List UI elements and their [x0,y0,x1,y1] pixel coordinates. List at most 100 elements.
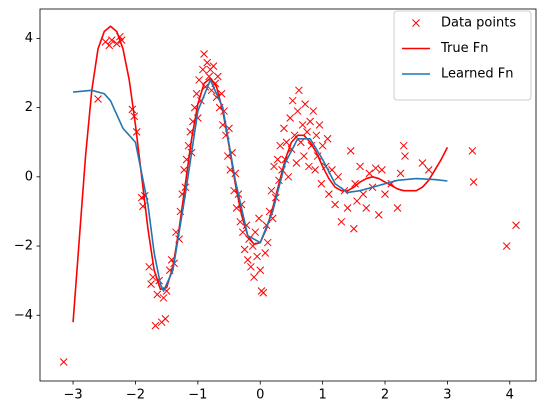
x-tick-label: 0 [256,388,264,403]
data-point [209,62,218,70]
data-point [288,96,297,105]
data-point [401,152,409,160]
data-point [250,273,258,282]
data-point [298,121,307,129]
data-point [107,36,116,44]
data-point [512,221,520,230]
data-point [331,200,339,209]
data-point [349,224,358,233]
series-layer [59,25,520,366]
data-point [145,262,154,271]
data-point [203,58,212,67]
data-point [393,204,402,212]
legend-label: True Fn [440,41,488,56]
data-point [293,107,302,115]
data-point [337,217,346,226]
data-point [292,159,301,167]
series-line [72,79,448,292]
data-point [424,166,433,174]
data-point [365,169,374,178]
data-point [296,138,305,147]
axes-frame [39,8,537,382]
x-tick-label: 2 [381,388,389,403]
data-point [238,228,247,237]
x-tick-label: 1 [318,388,326,403]
data-point [315,121,324,129]
y-tick-label: 0 [25,169,33,184]
data-point [259,288,268,297]
data-point [161,314,170,323]
data-point [261,249,270,257]
data-point [151,321,160,330]
y-tick-label: −2 [14,239,33,254]
data-point [273,155,282,164]
data-point [396,169,405,178]
data-point [213,72,222,81]
data-point [200,50,208,58]
data-point [267,186,276,195]
legend-label: Data points [441,16,516,31]
data-point [243,256,252,264]
data-point [311,166,319,174]
data-point [280,124,288,133]
data-point [270,162,278,171]
data-point [263,238,272,247]
data-point [59,358,68,366]
data-point [334,172,343,181]
data-point [300,152,308,160]
legend-box [393,10,532,101]
data-point [284,172,293,181]
data-point [318,141,327,150]
data-point [346,147,355,155]
data-point [303,127,311,136]
y-tick-label: 2 [25,100,33,115]
data-point [356,162,364,171]
x-tick-label: 4 [506,388,514,403]
data-point [362,204,371,212]
data-point [418,159,427,167]
data-point [502,242,511,250]
data-point [312,131,321,140]
data-point [323,134,332,143]
data-point [469,178,478,186]
data-point [325,190,333,198]
data-point [112,39,121,48]
data-point [301,100,310,109]
x-tick-label: −2 [126,388,145,403]
data-point [468,147,477,155]
data-point [255,214,263,223]
data-point [306,117,315,126]
data-point [251,228,260,237]
y-tick-label: 4 [25,31,33,46]
data-point [253,252,261,261]
data-point [105,41,114,50]
data-point [195,76,203,84]
data-point [381,190,389,198]
data-point [317,179,326,188]
data-point [247,262,255,271]
y-tick-label: −4 [14,308,33,323]
data-point [282,138,291,147]
data-point [240,245,249,254]
data-point [295,86,303,95]
data-point [305,162,313,171]
legend-marker [412,19,420,27]
data-point [94,95,102,103]
data-point [286,114,295,122]
data-point [351,179,359,188]
data-point [192,89,201,98]
data-point [290,131,299,140]
data-point [128,105,137,114]
data-point [309,107,318,115]
data-point [153,290,162,299]
data-point [371,164,380,173]
data-point [359,190,368,198]
data-point [378,166,386,174]
data-point [198,65,207,74]
data-point [276,141,285,150]
data-point [147,280,155,288]
x-tick-label: 3 [443,388,451,403]
data-point [353,197,361,205]
